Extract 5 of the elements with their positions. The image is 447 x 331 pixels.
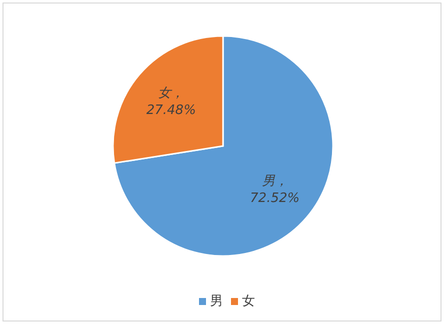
legend-label: 男: [210, 293, 223, 310]
data-label: 男，72.52%: [249, 173, 301, 208]
data-label: 女，27.48%: [145, 84, 197, 119]
legend-label: 女: [242, 293, 255, 310]
pie-slice: [114, 35, 334, 257]
